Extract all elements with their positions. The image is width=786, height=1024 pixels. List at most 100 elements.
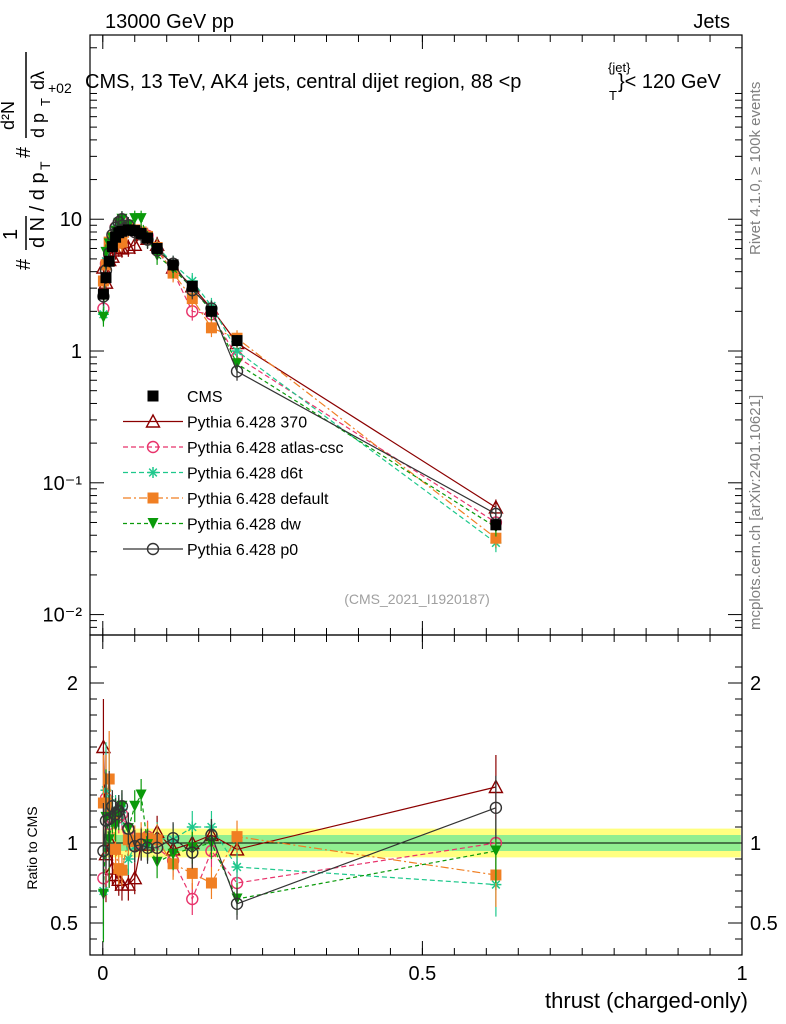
data-point-cms [103,255,115,267]
ratio-point-d6t [186,821,198,833]
point-dw [97,311,109,323]
ratio-point-dw [490,845,502,857]
ylabel-t-sub: T [37,161,53,170]
ylabel-exponent: +02 [48,80,72,96]
data-point-cms [116,225,128,237]
ylabel-hash-2: # [13,146,35,158]
data-point-cms [205,305,217,317]
data-point-cms [151,242,163,254]
main-ylabel: # 1 d N / d p T # d²N d p T dλ [0,52,53,270]
legend-marker-default [147,492,159,504]
ratio-point-d6t [231,861,243,873]
ratio-y-tick-label-left: 0.5 [50,913,78,935]
legend-label-p0: Pythia 6.428 p0 [187,542,298,559]
data-point-cms [129,225,141,237]
legend-label-370: Pythia 6.428 370 [187,415,307,432]
ylabel-d2n: d²N [0,101,18,130]
data-point-cms [106,241,118,253]
ratio-point-p0 [115,800,129,813]
point-dw [135,213,147,225]
point-p0 [230,365,244,378]
x-axis-label: thrust (charged-only) [545,988,748,1013]
legend-marker-atlas-csc [146,440,160,454]
legend-label-atlas-csc: Pythia 6.428 atlas-csc [187,440,344,457]
legend-label-default: Pythia 6.428 default [187,491,329,508]
ratio-plot-frame [89,634,743,956]
point-370 [127,236,143,251]
ratio-point-p0 [166,832,180,845]
ratio-point-370 [95,739,112,754]
legend-label-dw: Pythia 6.428 dw [187,517,301,534]
main-y-tick-label: 1 [71,341,82,363]
ratio-point-default [186,867,198,879]
ratio-ylabel: Ratio to CMS [24,806,40,889]
ratio-point-default [231,831,243,843]
ratio-point-p0 [134,838,148,851]
legend-marker-d6t [147,467,159,478]
ratio-point-p0 [122,822,135,835]
title-tail: }< 120 GeV [618,71,722,93]
point-default [490,532,502,544]
data-point-cms [100,272,112,284]
x-tick-label: 0.5 [408,963,436,985]
ylabel-one: 1 [0,229,22,240]
rivet-version-label: Rivet 4.1.0, ≥ 100k events [747,82,764,255]
data-point-cms [490,519,502,531]
main-y-tick-label: 10⁻² [43,605,83,627]
x-tick-label: 1 [736,963,747,985]
ratio-point-p0 [109,808,122,821]
ylabel-dn-dpt: d N / d p [27,172,49,248]
title-sub: T [609,88,617,103]
legend-label-cms: CMS [187,389,223,406]
data-point-cms [122,224,134,236]
title-main: CMS, 13 TeV, AK4 jets, central dijet reg… [85,71,521,93]
ratio-y-tick-label-left: 1 [67,833,78,855]
ratio-point-370 [127,870,143,885]
legend-marker-cms [147,390,159,402]
ratio-point-p0 [186,846,199,859]
x-tick-label: 0 [97,963,108,985]
ratio-point-p0 [205,828,218,842]
point-default [116,236,128,248]
mcplots-label: mcplots.cern.ch [arXiv:2401.10621] [747,395,764,630]
legend-marker-dw [147,518,159,529]
ratio-point-p0 [141,841,154,854]
ratio-y-tick-label-right: 0.5 [750,913,778,935]
legend-marker-p0 [146,542,160,556]
data-point-cms [186,280,198,292]
header-right: Jets [693,11,730,33]
main-y-tick-label: 10 [60,209,82,231]
ratio-y-tick-label-left: 2 [67,673,78,695]
data-point-cms [142,232,154,244]
ratio-point-p0 [489,801,503,814]
data-point-cms [135,227,147,239]
analysis-watermark: (CMS_2021_I1920187) [344,591,490,607]
ratio-line-370 [102,746,497,886]
legend-label-d6t: Pythia 6.428 d6t [187,466,303,483]
main-y-tick-label: 10⁻¹ [43,473,83,495]
title-sup: {jet} [608,60,631,75]
ratio-point-atlas-csc [186,892,199,906]
ratio-point-p0 [150,841,164,854]
ylabel-dlambda: dλ [28,71,48,90]
ratio-point-default [205,877,217,889]
chart-title: CMS, 13 TeV, AK4 jets, central dijet reg… [85,60,722,103]
point-default [205,322,217,334]
ratio-point-p0 [128,840,141,853]
data-point-cms [167,259,179,271]
ylabel-hash: # [13,258,35,270]
ratio-point-default [116,864,128,876]
ratio-point-p0 [230,897,244,910]
legend-marker-370 [145,413,161,428]
ratio-point-dw [135,789,147,801]
ratio-y-tick-label-right: 1 [750,833,761,855]
ylabel-dpt: d p [28,113,48,138]
ratio-point-default [110,843,122,855]
data-point-cms [231,335,243,347]
header-left: 13000 GeV pp [105,11,234,33]
data-point-cms [97,288,109,300]
ylabel-t-sub-2: T [38,98,53,106]
ratio-y-tick-label-right: 2 [750,673,761,695]
ratio-point-dw [129,800,141,812]
